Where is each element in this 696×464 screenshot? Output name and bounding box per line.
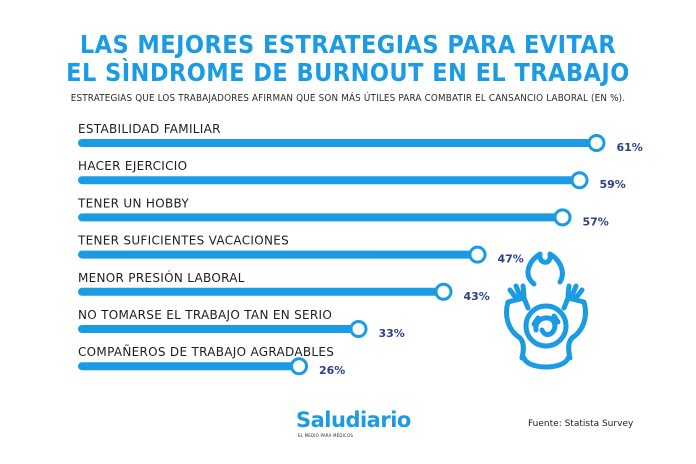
bar-end-marker bbox=[570, 171, 589, 190]
category-label: MENOR PRESIÓN LABORAL bbox=[78, 270, 245, 285]
bar-end-marker bbox=[587, 134, 606, 152]
bar-end-marker bbox=[290, 357, 308, 376]
category-label: TENER SUFICIENTES VACACIONES bbox=[77, 234, 289, 248]
category-label: HACER EJERCICIO bbox=[78, 159, 187, 173]
source-note: Fuente: Statista Survey bbox=[528, 419, 634, 429]
value-label: 33% bbox=[379, 327, 405, 340]
brand-name: Saludiario bbox=[296, 408, 411, 432]
chart-title-line-1: LAS MEJORES ESTRATEGIAS PARA EVITAR bbox=[79, 30, 617, 59]
burnout-person-flame-icon bbox=[504, 251, 588, 370]
value-label: 61% bbox=[617, 141, 643, 154]
category-label: TENER UN HOBBY bbox=[77, 196, 189, 210]
bar bbox=[78, 287, 444, 296]
bar bbox=[78, 139, 597, 147]
category-label: NO TOMARSE EL TRABAJO TAN EN SERIO bbox=[78, 308, 332, 322]
brand-tagline: EL MEDIO PARA MÉDICOS bbox=[298, 433, 354, 438]
bar bbox=[78, 325, 359, 333]
value-label: 47% bbox=[498, 253, 524, 266]
chart-subtitle: ESTRATEGIAS QUE LOS TRABAJADORES AFIRMAN… bbox=[70, 93, 626, 104]
bar-end-marker bbox=[468, 245, 487, 264]
chart-title-line-2: EL SÌNDROME DE BURNOUT EN EL TRABAJO bbox=[66, 58, 630, 87]
bar-end-marker bbox=[434, 282, 453, 301]
value-label: 26% bbox=[319, 364, 345, 377]
bar bbox=[78, 362, 299, 371]
value-label: 43% bbox=[464, 290, 490, 303]
category-label: ESTABILIDAD FAMILIAR bbox=[78, 122, 221, 136]
value-label: 59% bbox=[600, 178, 626, 191]
bar bbox=[78, 250, 478, 259]
category-label: COMPAÑEROS DE TRABAJO AGRADABLES bbox=[78, 344, 334, 359]
saludiario-logo: Saludiario EL MEDIO PARA MÉDICOS bbox=[296, 408, 411, 442]
bar-end-marker bbox=[349, 320, 368, 338]
bar bbox=[78, 213, 563, 222]
value-label: 57% bbox=[583, 215, 609, 228]
bar bbox=[78, 176, 580, 185]
bar-end-marker bbox=[553, 208, 572, 227]
